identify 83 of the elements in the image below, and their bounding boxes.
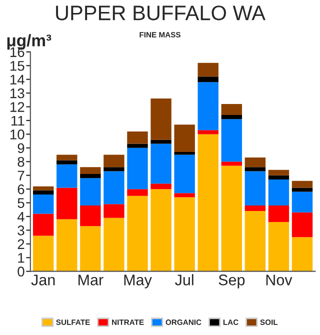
- bar: [198, 76, 218, 82]
- bar: [150, 184, 172, 190]
- x-tick-label: Jul: [175, 274, 194, 286]
- bar: [244, 158, 266, 168]
- y-tick-label: 9: [18, 143, 24, 154]
- bar: [174, 193, 195, 198]
- bar: [56, 219, 78, 272]
- bar: [244, 211, 266, 272]
- y-tick-label: 14: [10, 74, 24, 84]
- bar: [244, 167, 266, 172]
- bar: [174, 197, 195, 272]
- bar: [292, 192, 313, 212]
- bar: [104, 154, 124, 168]
- bar: [150, 98, 172, 140]
- x-tick-label: May: [124, 274, 152, 288]
- bar: [32, 190, 54, 195]
- y-tick-label: 0: [18, 266, 24, 277]
- bar: [244, 171, 266, 206]
- bar: [221, 166, 242, 272]
- y-tick-label: 10: [10, 130, 24, 140]
- y-tick-label: 4: [17, 212, 24, 222]
- y-tick-label: 6: [18, 184, 24, 194]
- bar: [104, 167, 124, 172]
- x-tick-label: Jan: [31, 274, 55, 286]
- bar: [198, 130, 218, 134]
- bar: [221, 115, 242, 120]
- bar: [80, 206, 101, 226]
- bar: [80, 226, 101, 272]
- bar: [56, 164, 78, 188]
- bar: [244, 206, 266, 212]
- bar: [127, 148, 148, 190]
- bar: [174, 152, 195, 155]
- bar: [80, 178, 101, 206]
- bar: [292, 212, 313, 238]
- bar: [198, 82, 218, 130]
- y-tick-label: 3: [18, 226, 24, 236]
- y-tick-label: 5: [18, 198, 24, 208]
- y-tick-label: 1: [18, 253, 24, 263]
- bar: [292, 188, 313, 192]
- bar: [32, 194, 54, 214]
- bar: [80, 167, 101, 174]
- bar: [127, 189, 148, 196]
- bar: [174, 154, 195, 194]
- bar: [150, 140, 172, 144]
- bar: [268, 179, 290, 206]
- bar: [292, 237, 313, 272]
- bar: [150, 189, 172, 272]
- bar: [150, 144, 172, 184]
- bar: [127, 144, 148, 148]
- bar: [221, 119, 242, 162]
- x-tick-label: Nov: [266, 274, 292, 286]
- bar: [56, 188, 78, 220]
- bar: [268, 222, 290, 272]
- bar: [56, 160, 78, 164]
- y-tick-label: 12: [10, 102, 24, 112]
- bar: [127, 196, 148, 272]
- bar: [127, 131, 148, 144]
- y-tick-label: 2: [18, 239, 24, 249]
- x-tick-label: Sep: [218, 274, 245, 288]
- bar: [268, 206, 290, 222]
- bar: [80, 174, 101, 178]
- bar: [198, 62, 218, 77]
- y-tick-label: 7: [18, 170, 24, 180]
- y-tick-label: 11: [11, 116, 24, 126]
- bar: [268, 170, 290, 176]
- bar: [32, 186, 54, 190]
- bar: [198, 134, 218, 272]
- bar: [221, 104, 242, 116]
- bar: [174, 124, 195, 152]
- chart-title: UPPER BUFFALO WA: [56, 6, 266, 20]
- y-tick-label: 15: [10, 61, 24, 71]
- bar: [56, 154, 78, 160]
- bar: [268, 175, 290, 180]
- bar: [104, 204, 124, 218]
- bar: [32, 236, 54, 272]
- x-tick-label: Mar: [78, 274, 104, 286]
- bar: [292, 180, 313, 188]
- y-tick-label: 8: [18, 156, 24, 167]
- y-tick-label: 13: [10, 88, 24, 98]
- bar: [104, 171, 124, 204]
- bar: [221, 162, 242, 166]
- bar: [32, 214, 54, 236]
- bar: [104, 218, 124, 272]
